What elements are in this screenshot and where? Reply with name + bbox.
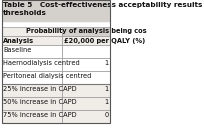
Text: Table 5   Cost-effectiveness acceptability results at £20,000: Table 5 Cost-effectiveness acceptability… [3, 2, 204, 8]
Text: Probability of analysis being cos: Probability of analysis being cos [26, 29, 147, 34]
Bar [2, 84, 62, 97]
Text: Baseline: Baseline [3, 47, 32, 53]
Text: 25% increase in CAPD: 25% increase in CAPD [3, 86, 77, 92]
Text: 0: 0 [104, 112, 109, 118]
Bar [2, 58, 62, 71]
Bar [62, 110, 110, 123]
Bar [62, 27, 110, 36]
Bar [2, 27, 62, 36]
Text: 1: 1 [104, 86, 109, 92]
Bar [2, 110, 62, 123]
Text: thresholds: thresholds [3, 10, 47, 16]
Bar [2, 97, 62, 110]
Bar [62, 71, 110, 84]
Bar [62, 97, 110, 110]
Text: Haernodialysis centred: Haernodialysis centred [3, 60, 80, 66]
Text: 1: 1 [104, 60, 109, 66]
Bar [2, 0, 110, 22]
Text: Peritoneal dialysis centred: Peritoneal dialysis centred [3, 73, 92, 79]
Bar [2, 36, 62, 45]
Bar [62, 45, 110, 58]
Text: £20,000 per QALY (%): £20,000 per QALY (%) [64, 38, 145, 44]
Text: 50% increase in CAPD: 50% increase in CAPD [3, 99, 77, 105]
Bar [62, 58, 110, 71]
Bar [2, 22, 110, 27]
Text: 1: 1 [104, 99, 109, 105]
Text: 75% increase in CAPD: 75% increase in CAPD [3, 112, 77, 118]
Bar [62, 36, 110, 45]
Bar [2, 71, 62, 84]
Bar [62, 84, 110, 97]
Text: Analysis: Analysis [3, 38, 34, 44]
Bar [2, 45, 62, 58]
